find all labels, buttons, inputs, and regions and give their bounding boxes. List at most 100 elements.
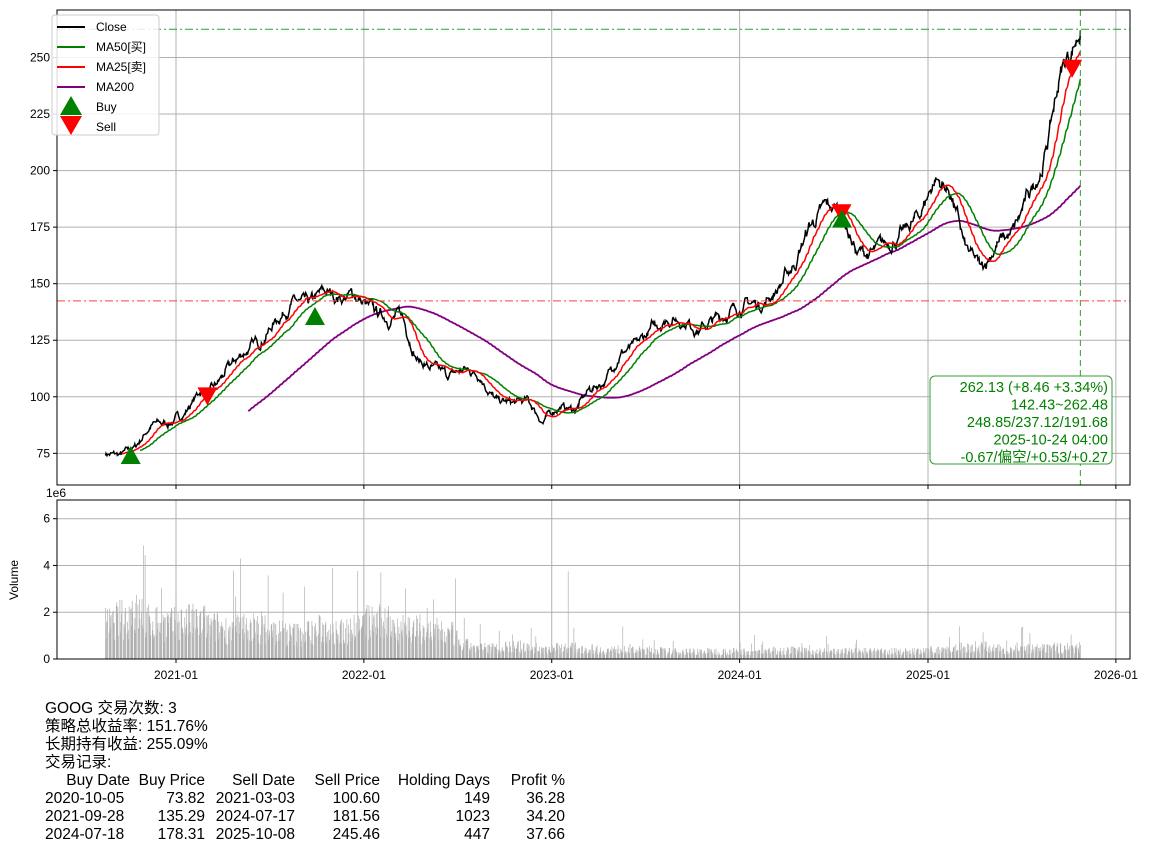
volume-bar xyxy=(429,621,431,659)
volume-bar xyxy=(1075,648,1077,659)
volume-bar xyxy=(693,652,695,659)
volume-bar xyxy=(559,653,561,659)
volume-bar xyxy=(827,644,829,659)
volume-bar xyxy=(951,651,953,659)
volume-bar xyxy=(510,652,512,659)
volume-bar xyxy=(981,642,983,659)
volume-bar xyxy=(340,621,342,659)
volume-bar xyxy=(825,651,827,659)
volume-bar xyxy=(211,626,212,659)
volume-bar xyxy=(422,637,423,659)
volume-bar xyxy=(638,651,640,659)
volume-bar xyxy=(564,646,565,659)
volume-bar xyxy=(943,647,944,659)
table-cell: 181.56 xyxy=(332,808,380,825)
volume-bar xyxy=(139,619,141,659)
volume-bar xyxy=(802,647,803,659)
volume-bar xyxy=(272,630,274,659)
volume-bar xyxy=(513,641,515,659)
volume-bar xyxy=(953,647,955,659)
volume-bar xyxy=(239,633,241,659)
volume-bar xyxy=(253,618,255,659)
volume-bar xyxy=(1013,649,1015,659)
volume-bar xyxy=(1023,646,1025,659)
volume-bar xyxy=(527,648,528,659)
volume-bar xyxy=(207,633,208,659)
volume-bar xyxy=(639,651,641,659)
volume-bar xyxy=(447,629,449,659)
volume-bar xyxy=(196,616,198,659)
volume-bar xyxy=(190,632,191,659)
volume-bar xyxy=(557,649,558,659)
volume-bar xyxy=(193,626,194,659)
volume-bar xyxy=(494,647,496,659)
volume-bar xyxy=(589,650,591,659)
volume-bar xyxy=(322,622,324,659)
volume-bar xyxy=(574,653,575,659)
volume-bar xyxy=(1060,652,1062,659)
volume-bar xyxy=(863,647,865,659)
volume-bar xyxy=(945,649,946,659)
volume-bar xyxy=(820,649,821,659)
volume-bar xyxy=(254,620,256,659)
volume-bar xyxy=(923,652,925,659)
volume-bar xyxy=(502,651,504,659)
volume-y-tick-label: 6 xyxy=(43,512,50,526)
volume-bar xyxy=(964,652,965,659)
volume-bar xyxy=(1016,642,1018,659)
volume-bar xyxy=(993,651,994,659)
volume-bar xyxy=(312,625,313,659)
volume-bar xyxy=(674,647,676,659)
volume-bar xyxy=(193,610,195,659)
volume-bar xyxy=(452,621,454,659)
volume-bar xyxy=(106,620,108,659)
volume-bar xyxy=(975,647,977,659)
x-tick-label: 2025-01 xyxy=(906,668,950,682)
volume-bar xyxy=(1051,648,1052,659)
volume-bar xyxy=(743,648,745,659)
volume-bar xyxy=(548,646,550,659)
volume-bar xyxy=(442,628,443,659)
volume-bar xyxy=(855,648,856,659)
table-cell: Buy Date xyxy=(66,772,130,789)
volume-bar xyxy=(868,650,870,659)
volume-bar xyxy=(676,651,678,659)
volume-bar xyxy=(484,647,486,659)
volume-bar xyxy=(438,640,439,659)
volume-bar xyxy=(426,632,428,659)
volume-bar xyxy=(178,639,179,659)
volume-panel-frame xyxy=(56,499,1131,660)
volume-bar xyxy=(1029,646,1030,659)
volume-bar xyxy=(131,607,133,659)
volume-bar xyxy=(541,646,543,659)
volume-bar xyxy=(806,647,807,659)
volume-bar xyxy=(123,639,124,659)
volume-bar xyxy=(126,632,128,659)
volume-bar xyxy=(1057,653,1059,659)
volume-bar xyxy=(581,653,583,659)
volume-bar xyxy=(300,646,302,659)
volume-bar xyxy=(382,625,384,659)
volume-bar xyxy=(1040,647,1042,659)
volume-bar xyxy=(865,651,867,659)
volume-bar xyxy=(211,620,213,659)
volume-bar xyxy=(216,611,218,659)
volume-bar xyxy=(465,640,467,659)
volume-bar xyxy=(752,651,753,659)
volume-bar xyxy=(1002,649,1003,659)
volume-bar xyxy=(597,653,598,659)
table-row: 2024-07-18 178.31 2025-10-08 245.46 447 37.66 xyxy=(45,826,565,844)
volume-bar xyxy=(236,632,238,659)
volume-bar xyxy=(913,654,914,659)
volume-bar xyxy=(434,635,435,659)
volume-bar xyxy=(138,628,140,659)
volume-bar xyxy=(581,646,582,659)
volume-bar xyxy=(226,643,227,659)
volume-bar xyxy=(416,630,418,659)
volume-bar xyxy=(548,649,550,659)
volume-bar xyxy=(665,655,667,659)
volume-bar xyxy=(898,650,900,659)
volume-bar xyxy=(874,647,875,659)
volume-bar xyxy=(683,654,685,659)
volume-bar xyxy=(283,628,285,659)
